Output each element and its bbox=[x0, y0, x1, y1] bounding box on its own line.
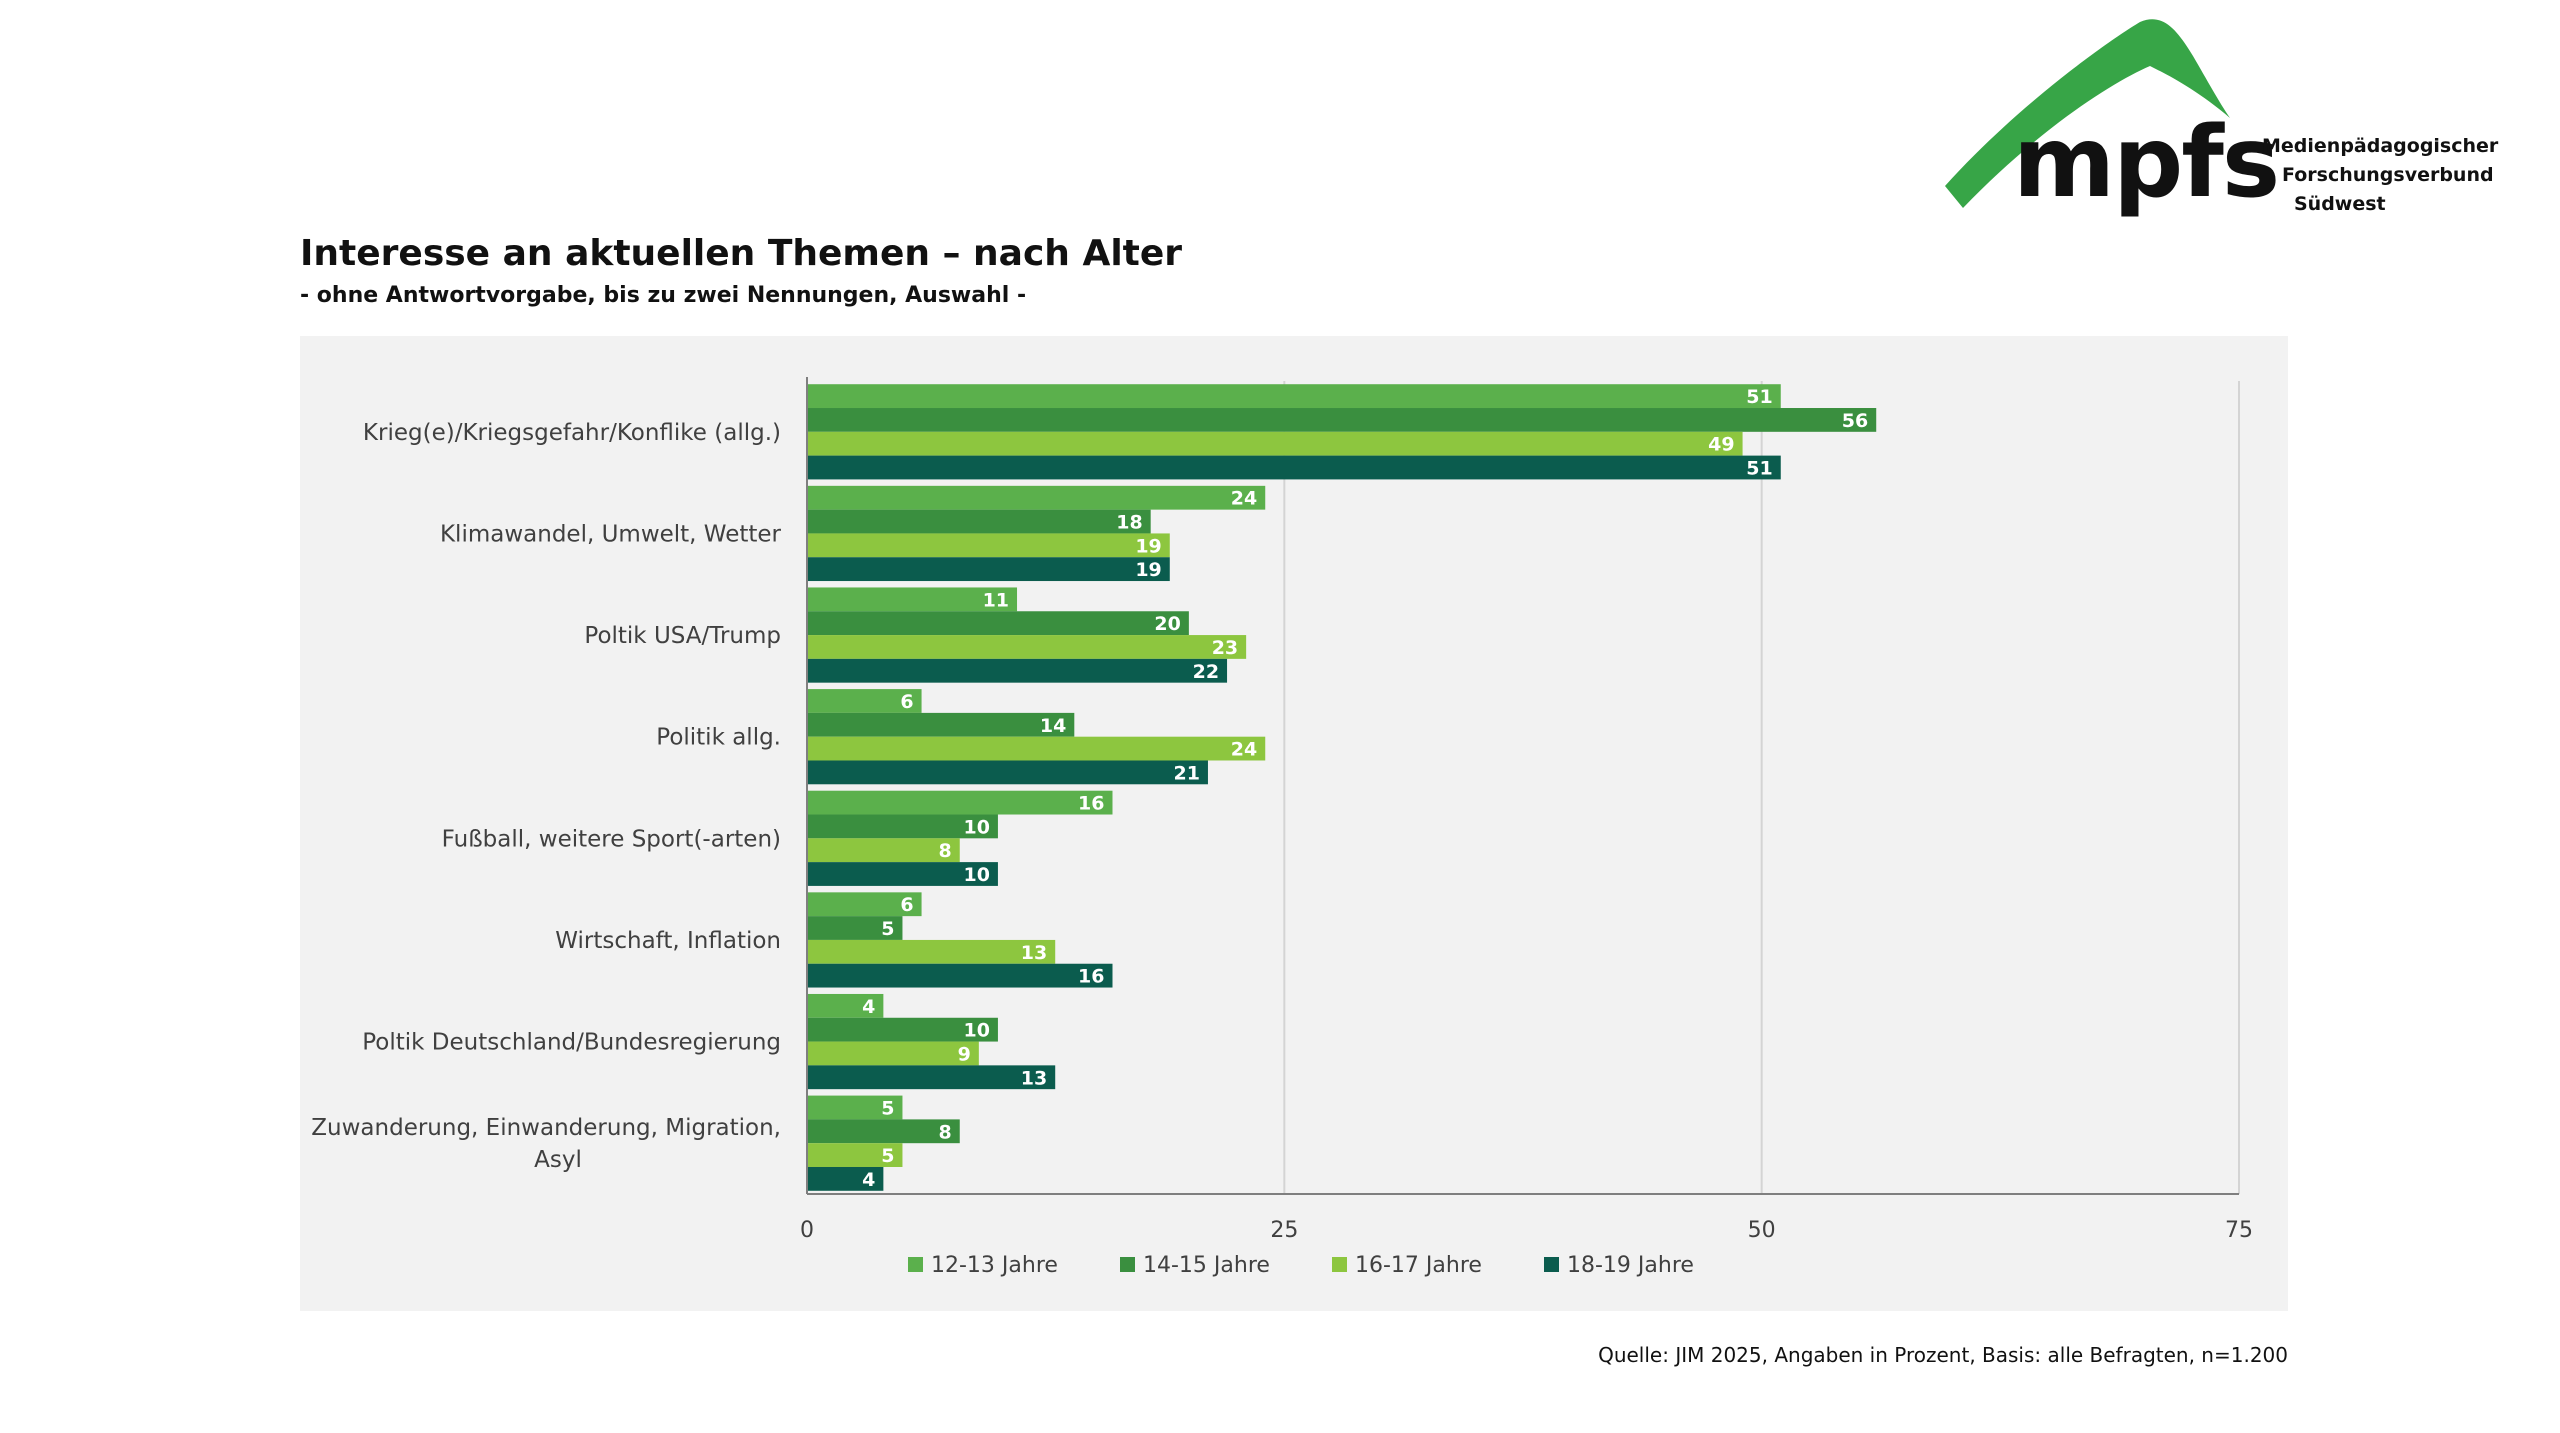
bar bbox=[807, 485, 1266, 510]
legend-swatch bbox=[1120, 1257, 1135, 1272]
legend-label: 16-17 Jahre bbox=[1355, 1253, 1482, 1278]
legend-label: 14-15 Jahre bbox=[1143, 1253, 1270, 1278]
bar-value-label: 4 bbox=[862, 1169, 875, 1191]
bar bbox=[807, 1143, 903, 1167]
bar bbox=[807, 384, 1781, 409]
bar-value-label: 24 bbox=[1231, 488, 1257, 510]
bar bbox=[807, 1166, 884, 1191]
legend-swatch bbox=[1544, 1257, 1559, 1272]
category-label: Wirtschaft, Inflation bbox=[555, 928, 781, 954]
bar bbox=[807, 431, 1743, 456]
bar bbox=[807, 790, 1113, 815]
legend-label: 12-13 Jahre bbox=[931, 1253, 1058, 1278]
chart-panel: 51 56 49 51 Krieg(e)/Kriegsgefahr/Konflike (… bbox=[300, 336, 2288, 1311]
bar-value-label: 4 bbox=[862, 996, 875, 1018]
bar-value-label: 10 bbox=[963, 816, 989, 838]
bar-value-label: 13 bbox=[1021, 942, 1047, 964]
category-label: Fußball, weitere Sport(-arten) bbox=[442, 826, 781, 852]
legend-swatch bbox=[1332, 1257, 1347, 1272]
page-subtitle: - ohne Antwortvorgabe, bis zu zwei Nennu… bbox=[300, 283, 1027, 308]
bar bbox=[807, 455, 1781, 480]
category-label: Asyl bbox=[534, 1147, 582, 1173]
bar bbox=[807, 963, 1113, 988]
org-name-line-1: Medienpädagogischer bbox=[2262, 135, 2499, 157]
bar-value-label: 19 bbox=[1135, 535, 1161, 557]
bar bbox=[807, 1041, 979, 1066]
bar-value-label: 14 bbox=[1040, 715, 1066, 737]
bar bbox=[807, 611, 1189, 636]
bar-value-label: 6 bbox=[900, 691, 913, 713]
bar bbox=[807, 814, 998, 839]
category-label: Krieg(e)/Kriegsgefahr/Konflike (allg.) bbox=[363, 420, 781, 446]
bar-value-label: 19 bbox=[1135, 559, 1161, 581]
bar-value-label: 10 bbox=[963, 1020, 989, 1042]
bar bbox=[807, 1065, 1056, 1090]
bar bbox=[807, 1017, 998, 1042]
bar-value-label: 5 bbox=[881, 1097, 894, 1119]
bar-value-label: 16 bbox=[1078, 793, 1104, 815]
bar-value-label: 20 bbox=[1154, 613, 1180, 635]
bar bbox=[807, 689, 922, 713]
bar bbox=[807, 712, 1075, 737]
bar-value-label: 11 bbox=[983, 589, 1009, 611]
org-name: Medienpädagogischer Forschungsverbund Sü… bbox=[2262, 132, 2502, 219]
logo-wordmark: mpfs bbox=[2013, 106, 2278, 220]
category-label: Zuwanderung, Einwanderung, Migration, bbox=[311, 1115, 781, 1141]
bar-value-label: 23 bbox=[1212, 637, 1238, 659]
bar bbox=[807, 838, 960, 863]
category-label: Klimawandel, Umwelt, Wetter bbox=[440, 521, 782, 547]
x-tick-label: 25 bbox=[1270, 1218, 1298, 1243]
bar bbox=[807, 736, 1266, 761]
bar bbox=[807, 408, 1877, 432]
bar-value-label: 8 bbox=[939, 1121, 952, 1143]
bar bbox=[807, 760, 1208, 785]
bar-value-label: 8 bbox=[939, 840, 952, 862]
bar-value-label: 10 bbox=[963, 864, 989, 886]
category-label: Poltik USA/Trump bbox=[584, 623, 781, 649]
bar-value-label: 6 bbox=[900, 894, 913, 916]
category-label: Poltik Deutschland/Bundesregierung bbox=[362, 1030, 781, 1056]
bar bbox=[807, 892, 922, 917]
bar-value-label: 51 bbox=[1746, 386, 1772, 408]
bar bbox=[807, 635, 1247, 659]
bar bbox=[807, 916, 903, 940]
bar-value-label: 51 bbox=[1746, 458, 1772, 480]
bar bbox=[807, 509, 1151, 534]
bar-value-label: 49 bbox=[1708, 434, 1734, 456]
bar bbox=[807, 939, 1056, 964]
category-label: Politik allg. bbox=[656, 725, 781, 751]
bar-value-label: 5 bbox=[881, 1145, 894, 1167]
mpfs-logo: mpfs bbox=[1945, 19, 2280, 220]
bar-value-label: 9 bbox=[958, 1043, 971, 1065]
bar bbox=[807, 1095, 903, 1120]
x-tick-label: 50 bbox=[1748, 1218, 1776, 1243]
bar bbox=[807, 658, 1228, 683]
bar-value-label: 24 bbox=[1231, 739, 1257, 761]
bar-value-label: 56 bbox=[1842, 410, 1868, 432]
legend-label: 18-19 Jahre bbox=[1567, 1253, 1694, 1278]
bar-value-label: 5 bbox=[881, 918, 894, 940]
org-name-line-3: Südwest bbox=[2294, 193, 2386, 215]
logo-roof-swoosh bbox=[1945, 19, 2230, 209]
bar bbox=[807, 993, 884, 1018]
source-note: Quelle: JIM 2025, Angaben in Prozent, Ba… bbox=[1598, 1343, 2288, 1367]
x-tick-label: 75 bbox=[2225, 1218, 2253, 1243]
bar-value-label: 16 bbox=[1078, 966, 1104, 988]
bar bbox=[807, 587, 1018, 612]
page-title: Interesse an aktuellen Themen – nach Alt… bbox=[300, 233, 1183, 274]
bar bbox=[807, 533, 1170, 558]
x-tick-label: 0 bbox=[800, 1218, 814, 1243]
legend-swatch bbox=[908, 1257, 923, 1272]
bar bbox=[807, 862, 998, 886]
org-name-line-2: Forschungsverbund bbox=[2282, 164, 2494, 186]
bar-value-label: 18 bbox=[1116, 512, 1142, 534]
bar bbox=[807, 557, 1170, 582]
bar-value-label: 21 bbox=[1174, 762, 1200, 784]
bar bbox=[807, 1119, 960, 1144]
bar-value-label: 13 bbox=[1021, 1067, 1047, 1089]
bar-value-label: 22 bbox=[1193, 661, 1219, 683]
